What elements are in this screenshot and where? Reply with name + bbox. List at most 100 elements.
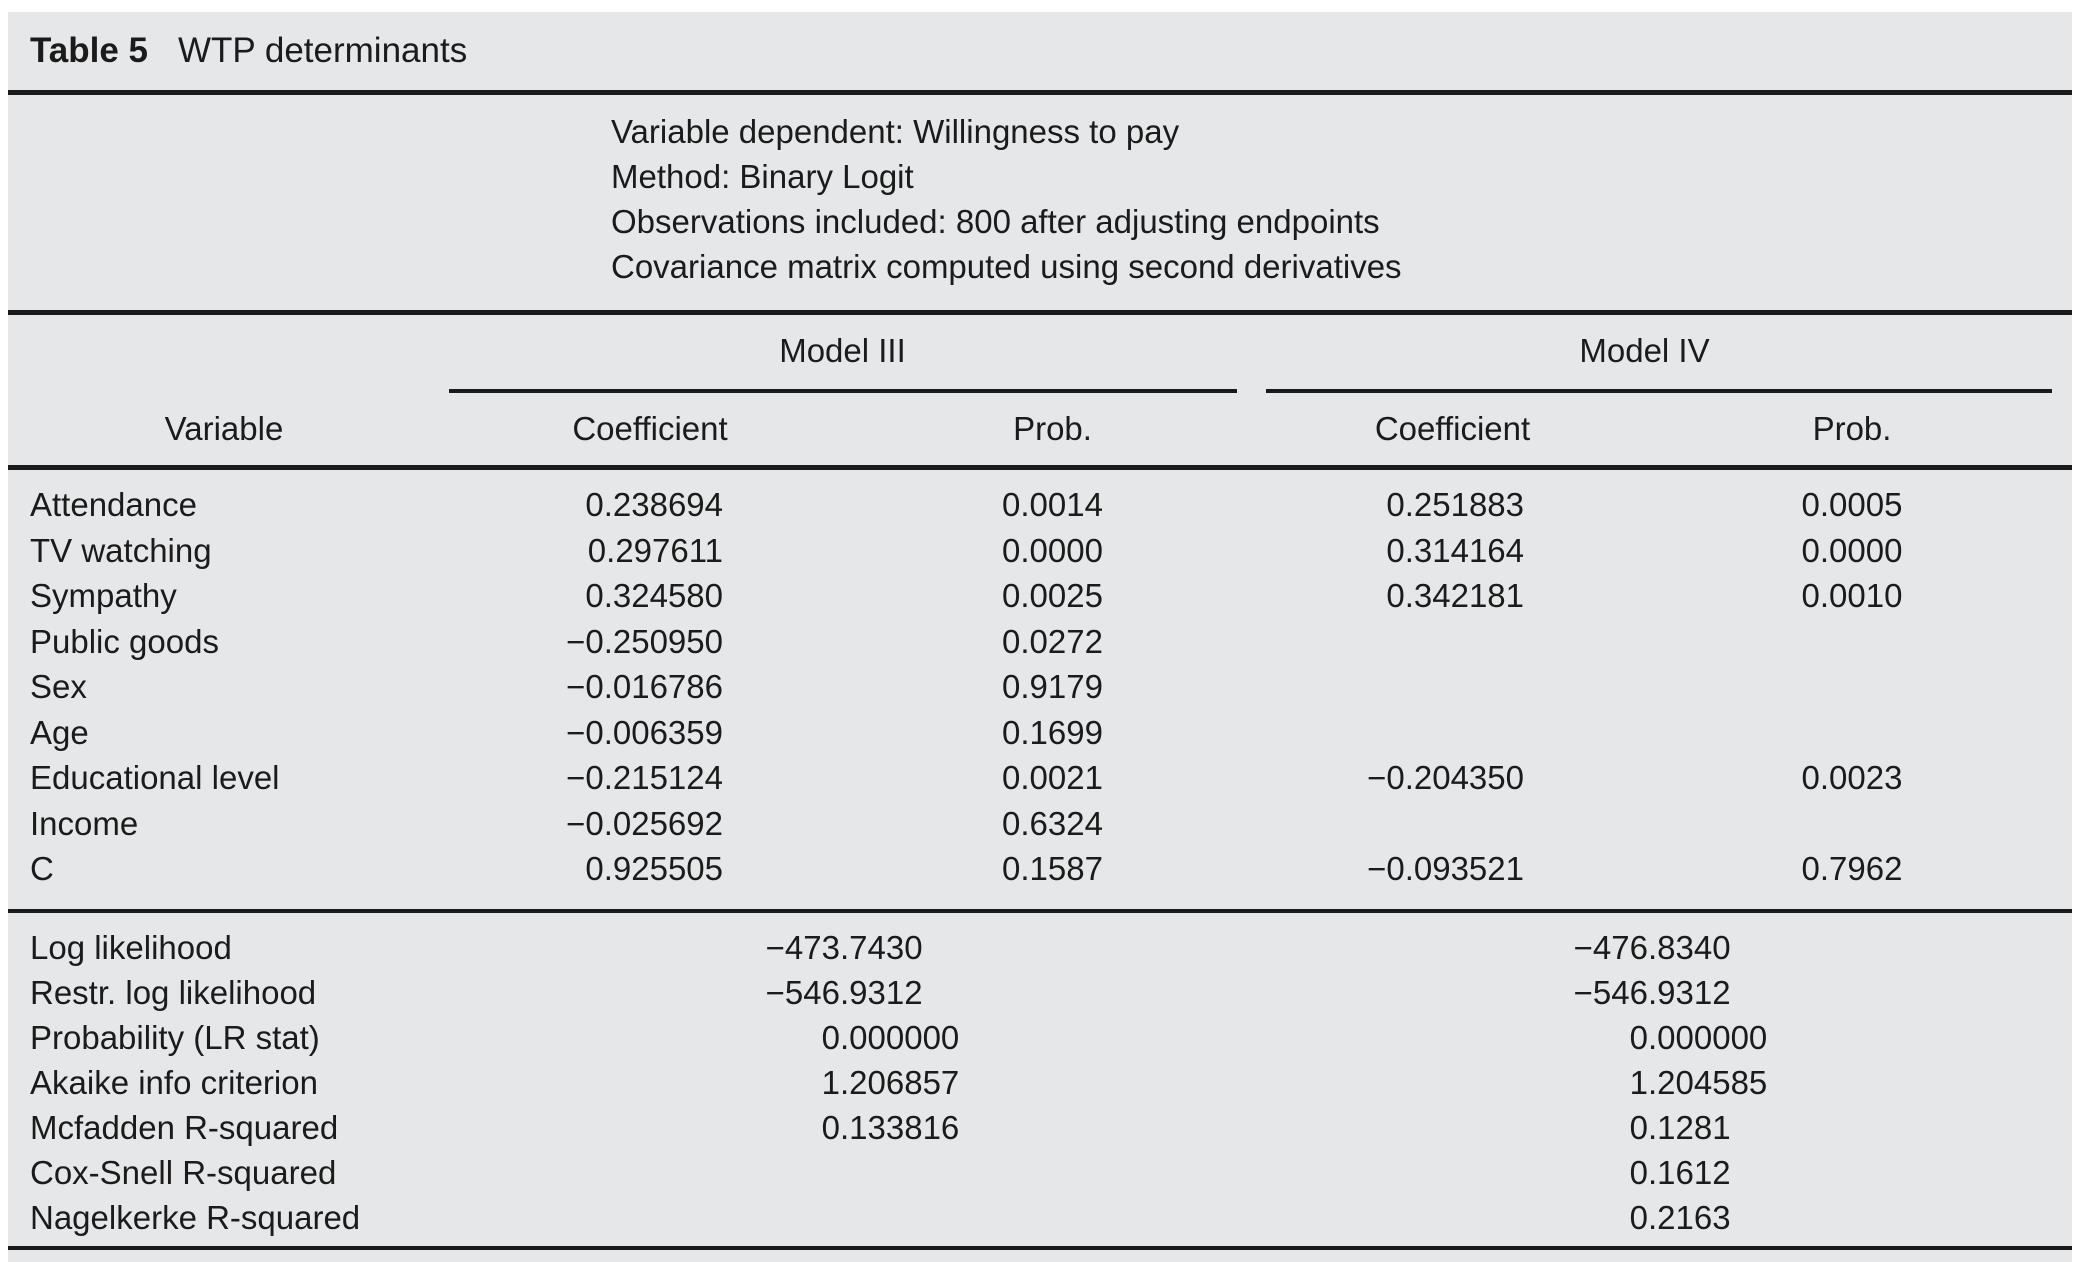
cell-m3-prob: 0.0025 bbox=[1002, 577, 1103, 614]
model-meta-block: Variable dependent: Willingness to pay M… bbox=[8, 95, 2072, 310]
table-panel: Table 5 WTP determinants Variable depende… bbox=[8, 12, 2072, 1262]
model-group-header-row: Model III Model IV bbox=[8, 315, 2072, 387]
cell-m3-coefficient: −0.006359 bbox=[566, 713, 723, 751]
cell-m4-prob bbox=[1660, 710, 2044, 756]
cell-variable: Attendance bbox=[30, 486, 197, 523]
cell-m3-coefficient: −0.250950 bbox=[566, 622, 723, 660]
table-row: Sympathy 0.324580 0.0025 0.342181 0.0010 bbox=[8, 573, 2072, 619]
cell-m3-coefficient: 0.324580 bbox=[585, 577, 723, 614]
cell-m3-coefficient: −0.215124 bbox=[566, 759, 723, 796]
stats-row: Nagelkerke R-squared 0.2163 bbox=[8, 1195, 2072, 1240]
table-row: C 0.925505 0.1587 −0.093521 0.7962 bbox=[8, 846, 2072, 892]
stat-m3-value bbox=[440, 1150, 1245, 1195]
stat-label: Cox-Snell R-squared bbox=[30, 1153, 337, 1191]
cell-m4-prob: 0.7962 bbox=[1801, 850, 1903, 887]
cell-m4-coefficient bbox=[1245, 619, 1660, 665]
stat-m3-value: 1.206857 bbox=[821, 1063, 960, 1101]
cell-m4-prob: 0.0005 bbox=[1801, 486, 1903, 523]
column-header-row: Variable Coefficient Prob. Coefficient P… bbox=[8, 393, 2072, 465]
stat-label: Restr. log likelihood bbox=[30, 973, 317, 1011]
model-iv-spanner-rule bbox=[1266, 389, 2052, 393]
stat-m4-value: 1.204585 bbox=[1629, 1063, 1768, 1101]
cell-m4-prob: 0.0000 bbox=[1801, 531, 1903, 569]
cell-m3-prob: 0.6324 bbox=[1002, 804, 1103, 842]
stat-m3-value: −473.7430 bbox=[765, 928, 923, 966]
cell-variable: Educational level bbox=[30, 759, 280, 796]
cell-variable: Public goods bbox=[30, 622, 219, 660]
stats-row: Probability (LR stat) 0.000000 0.000000 bbox=[8, 1015, 2072, 1060]
stat-label: Log likelihood bbox=[30, 928, 232, 966]
table-body: Attendance 0.238694 0.0014 0.251883 0.00… bbox=[8, 470, 2072, 909]
cell-m4-coefficient: 0.342181 bbox=[1386, 577, 1524, 614]
model-group-spanner-row bbox=[8, 389, 2072, 393]
table-title: WTP determinants bbox=[178, 31, 468, 70]
divider-top bbox=[8, 90, 2072, 95]
cell-m4-prob: 0.0023 bbox=[1801, 759, 1903, 796]
cell-m4-prob bbox=[1660, 801, 2044, 847]
cell-m3-prob: 0.1587 bbox=[1002, 850, 1103, 887]
cell-m3-prob: 0.0000 bbox=[1002, 531, 1103, 569]
cell-m3-coefficient: −0.025692 bbox=[566, 804, 723, 842]
col-header-variable: Variable bbox=[164, 410, 284, 447]
cell-m3-prob: 0.1699 bbox=[1002, 713, 1103, 751]
cell-variable: TV watching bbox=[30, 531, 212, 569]
meta-method: Method: Binary Logit bbox=[611, 158, 914, 195]
col-header-m3-prob: Prob. bbox=[1013, 410, 1092, 447]
stat-m4-value: 0.2163 bbox=[1629, 1198, 1731, 1236]
cell-m3-prob: 0.0021 bbox=[1002, 759, 1103, 796]
table-row: Age −0.006359 0.1699 bbox=[8, 710, 2072, 756]
fit-statistics: Log likelihood −473.7430 −476.8340 Restr… bbox=[8, 913, 2072, 1246]
table-row: Sex −0.016786 0.9179 bbox=[8, 664, 2072, 710]
cell-m4-prob bbox=[1660, 619, 2044, 665]
stat-m4-value: 0.000000 bbox=[1629, 1018, 1768, 1056]
stat-m4-value: 0.1281 bbox=[1629, 1108, 1731, 1146]
cell-m4-prob bbox=[1660, 664, 2044, 710]
cell-m4-prob: 0.0010 bbox=[1801, 577, 1903, 614]
cell-m4-coefficient: 0.314164 bbox=[1386, 531, 1524, 569]
divider-bottom bbox=[8, 1245, 2072, 1250]
divider-under-headers bbox=[8, 465, 2072, 470]
stats-row: Mcfadden R-squared 0.133816 0.1281 bbox=[8, 1105, 2072, 1150]
stat-m3-value: 0.000000 bbox=[821, 1018, 960, 1056]
cell-variable: C bbox=[30, 850, 54, 887]
cell-m3-prob: 0.0014 bbox=[1002, 486, 1103, 523]
cell-m3-coefficient: 0.925505 bbox=[585, 850, 723, 887]
stat-label: Mcfadden R-squared bbox=[30, 1108, 339, 1146]
stat-m3-value: 0.133816 bbox=[821, 1108, 960, 1146]
stat-m4-value: −476.8340 bbox=[1573, 928, 1731, 966]
stat-m4-value: 0.1612 bbox=[1629, 1153, 1731, 1191]
table-row: Income −0.025692 0.6324 bbox=[8, 801, 2072, 847]
cell-variable: Income bbox=[30, 804, 139, 842]
cell-m4-coefficient: 0.251883 bbox=[1386, 486, 1524, 523]
table-row: TV watching 0.297611 0.0000 0.314164 0.0… bbox=[8, 528, 2072, 574]
stat-m3-value: −546.9312 bbox=[765, 973, 923, 1011]
cell-variable: Sex bbox=[30, 668, 87, 705]
stat-label: Probability (LR stat) bbox=[30, 1018, 320, 1056]
meta-dependent-variable: Variable dependent: Willingness to pay bbox=[611, 113, 1180, 150]
cell-m3-coefficient: 0.238694 bbox=[585, 486, 723, 523]
stat-label: Nagelkerke R-squared bbox=[30, 1198, 361, 1236]
meta-covariance: Covariance matrix computed using second … bbox=[611, 248, 1402, 285]
table-number-label: Table 5 bbox=[30, 31, 149, 70]
cell-m4-coefficient bbox=[1245, 710, 1660, 756]
cell-variable: Sympathy bbox=[30, 577, 177, 614]
cell-m3-prob: 0.0272 bbox=[1002, 622, 1103, 660]
stat-m4-value: −546.9312 bbox=[1573, 973, 1731, 1011]
cell-m3-coefficient: 0.297611 bbox=[587, 531, 723, 569]
col-header-m4-coefficient: Coefficient bbox=[1374, 410, 1531, 447]
table-row: Educational level −0.215124 0.0021 −0.20… bbox=[8, 755, 2072, 801]
stat-label: Akaike info criterion bbox=[30, 1063, 318, 1101]
stats-row: Log likelihood −473.7430 −476.8340 bbox=[8, 925, 2072, 970]
table-row: Public goods −0.250950 0.0272 bbox=[8, 619, 2072, 665]
model-iii-spanner-rule bbox=[449, 389, 1237, 393]
col-group-model-iii: Model III bbox=[779, 332, 906, 369]
stats-row: Restr. log likelihood −546.9312 −546.931… bbox=[8, 970, 2072, 1015]
cell-m3-coefficient: −0.016786 bbox=[566, 668, 723, 705]
divider-under-meta bbox=[8, 310, 2072, 315]
cell-m4-coefficient: −0.204350 bbox=[1367, 759, 1524, 796]
table-caption: Table 5 WTP determinants bbox=[8, 12, 2072, 90]
divider-under-body bbox=[8, 908, 2072, 913]
stat-m3-value bbox=[440, 1195, 1245, 1240]
col-group-model-iv: Model IV bbox=[1579, 332, 1710, 369]
